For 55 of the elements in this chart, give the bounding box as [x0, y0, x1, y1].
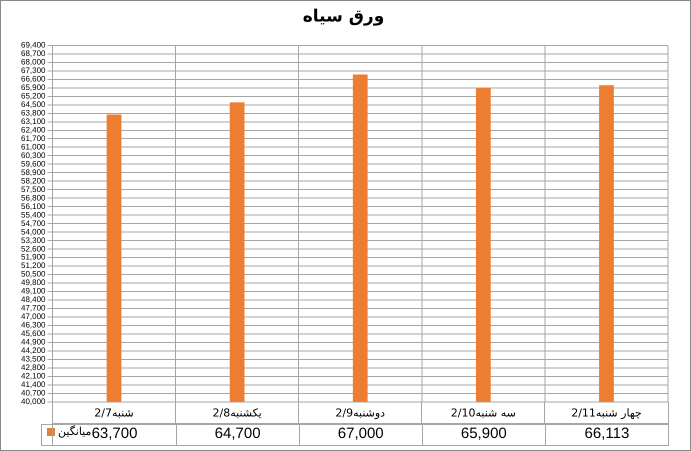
y-tick-label: 54,700 [21, 218, 46, 228]
y-tick-label: 40,700 [21, 388, 46, 398]
y-tick-label: 56,100 [21, 202, 46, 211]
y-tick-label: 42,100 [21, 372, 46, 381]
y-tick-label: 59,600 [21, 159, 46, 168]
y-tick-label: 52,600 [21, 244, 46, 254]
y-tick-label: 68,700 [21, 49, 46, 58]
y-tick-label: 50,500 [21, 270, 46, 279]
y-tick-label: 49,800 [21, 278, 46, 288]
y-tick-label: 67,300 [21, 66, 46, 76]
y-tick-label: 69,400 [21, 40, 46, 50]
y-tick-label: 47,000 [21, 312, 46, 322]
chart-title: ورق سیاه [302, 6, 384, 27]
x-tick-label: دوشنبه2/9 [335, 406, 386, 420]
y-tick-label: 63,800 [21, 108, 46, 118]
y-tick-label: 45,600 [21, 329, 46, 338]
x-tick-label: شنبه2/7 [94, 406, 134, 420]
y-tick-label: 68,000 [21, 58, 46, 67]
legend-label: میانگین [57, 424, 92, 440]
y-tick-label: 46,300 [21, 320, 46, 330]
y-tick-label: 53,300 [21, 236, 46, 245]
x-tick-label: سه شنبه2/10 [450, 406, 516, 420]
y-tick-label: 42,800 [21, 363, 46, 372]
y-tick-label: 40,000 [21, 397, 46, 406]
y-tick-label: 65,900 [21, 83, 46, 92]
y-tick-label: 51,200 [21, 261, 46, 270]
y-tick-label: 62,400 [21, 125, 46, 134]
y-tick-label: 57,500 [21, 184, 46, 194]
y-tick-label: 55,400 [21, 210, 46, 220]
y-tick-label: 58,900 [21, 168, 46, 177]
y-tick-label: 61,700 [21, 134, 46, 143]
y-tick-label: 58,200 [21, 176, 46, 186]
data-label: 64,700 [176, 424, 299, 445]
y-tick-label: 48,400 [21, 295, 46, 304]
y-tick-label: 64,500 [21, 100, 46, 110]
x-tick-label: چهار شنبه2/11 [571, 406, 642, 420]
x-tick-label: یکشنبه2/8 [212, 406, 262, 420]
data-label: 65,900 [422, 424, 545, 445]
y-tick-label: 43,500 [21, 354, 46, 364]
y-tick-label: 47,700 [21, 304, 46, 313]
y-tick-label: 44,200 [21, 346, 46, 356]
y-tick-label: 63,100 [21, 116, 46, 126]
y-tick-label: 49,100 [21, 286, 46, 296]
y-tick-label: 51,900 [21, 252, 46, 262]
y-tick-label: 66,600 [21, 74, 46, 84]
data-label: 63,700 [92, 424, 138, 442]
y-tick-label: 60,300 [21, 150, 46, 160]
y-tick-label: 41,400 [21, 380, 46, 390]
y-tick-label: 61,000 [21, 142, 46, 152]
y-tick-label: 44,900 [21, 338, 46, 347]
data-label: 67,000 [298, 424, 422, 445]
data-label: 66,113 [544, 424, 668, 445]
y-tick-label: 56,800 [21, 193, 46, 202]
y-tick-label: 65,200 [21, 92, 46, 101]
y-tick-label: 54,000 [21, 227, 46, 236]
